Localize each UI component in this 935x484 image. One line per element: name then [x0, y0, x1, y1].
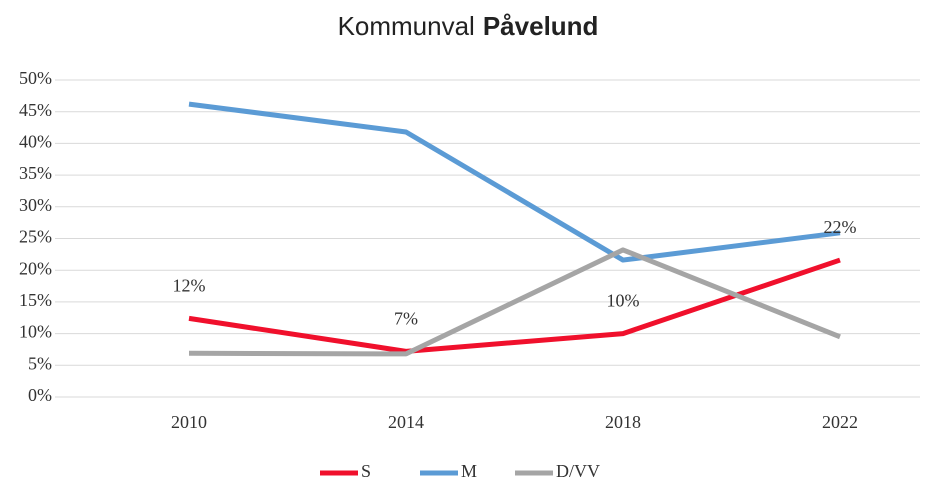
series-line — [188, 101, 841, 263]
y-tick-label: 10% — [19, 322, 52, 342]
data-label: 7% — [394, 308, 418, 328]
y-tick-label: 15% — [19, 290, 52, 310]
legend-label: M — [461, 461, 477, 481]
chart-title: Kommunval Påvelund — [338, 11, 599, 41]
data-label: 10% — [607, 291, 640, 311]
y-tick-label: 40% — [19, 132, 52, 152]
series-line — [188, 257, 841, 354]
series-line — [188, 247, 841, 357]
y-tick-label: 45% — [19, 100, 52, 120]
y-tick-label: 0% — [28, 385, 52, 405]
y-tick-label: 30% — [19, 195, 52, 215]
x-tick-label: 2014 — [388, 412, 424, 432]
y-tick-label: 50% — [19, 68, 52, 88]
x-tick-label: 2022 — [822, 412, 858, 432]
data-label: 22% — [824, 217, 857, 237]
x-tick-label: 2018 — [605, 412, 641, 432]
y-tick-label: 25% — [19, 227, 52, 247]
y-tick-label: 35% — [19, 163, 52, 183]
title-text: Kommunval — [338, 11, 475, 41]
data-label: 12% — [173, 276, 206, 296]
title-bold: Påvelund — [483, 11, 599, 41]
legend-label: S — [361, 461, 371, 481]
y-tick-label: 20% — [19, 258, 52, 278]
y-tick-label: 5% — [28, 353, 52, 373]
x-tick-label: 2010 — [171, 412, 207, 432]
legend-label: D/VV — [556, 461, 600, 481]
